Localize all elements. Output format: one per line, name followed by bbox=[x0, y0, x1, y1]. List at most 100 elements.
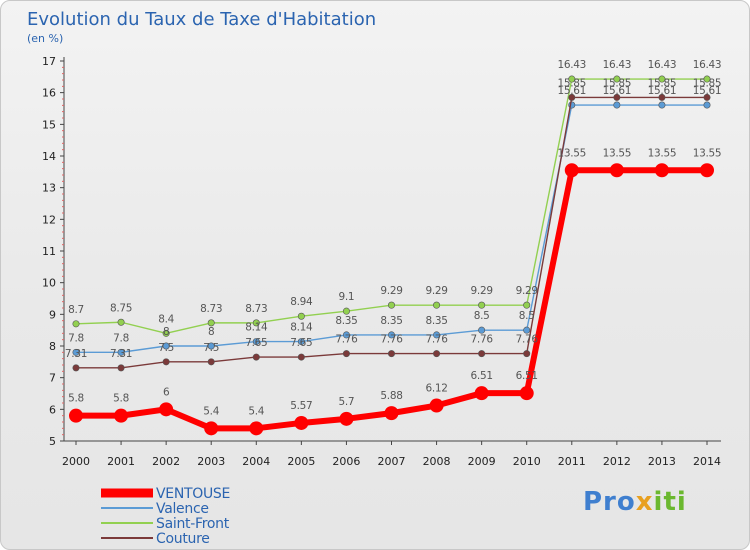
data-point bbox=[252, 353, 260, 361]
data-label: 7.31 bbox=[65, 348, 87, 360]
data-label: 15.61 bbox=[648, 85, 677, 97]
data-point bbox=[159, 402, 174, 417]
y-tick-label: 5 bbox=[49, 435, 56, 448]
data-point bbox=[433, 301, 441, 309]
data-label: 5.8 bbox=[113, 393, 129, 405]
data-label: 8.5 bbox=[474, 310, 490, 322]
x-tick-label: 2003 bbox=[197, 455, 225, 468]
data-point bbox=[613, 75, 621, 83]
x-tick-label: 2001 bbox=[107, 455, 135, 468]
data-point bbox=[564, 163, 579, 178]
data-point bbox=[207, 319, 215, 327]
data-point bbox=[69, 408, 83, 423]
data-label: 8 bbox=[208, 326, 214, 338]
data-point bbox=[387, 350, 395, 358]
data-label: 8.4 bbox=[158, 313, 174, 325]
y-tick-label: 17 bbox=[42, 55, 56, 68]
data-label: 7.8 bbox=[68, 332, 84, 344]
data-point bbox=[433, 331, 441, 339]
data-label: 8.35 bbox=[425, 315, 447, 327]
data-point bbox=[384, 406, 399, 421]
data-point bbox=[339, 411, 354, 426]
chart-title: Evolution du Taux de Taxe d'Habitation bbox=[27, 9, 376, 30]
data-point bbox=[207, 342, 215, 350]
data-point bbox=[387, 331, 395, 339]
series-layer bbox=[69, 75, 714, 436]
data-label: 9.1 bbox=[339, 291, 355, 303]
y-tick-label: 7 bbox=[49, 372, 56, 385]
x-tick-label: 2010 bbox=[513, 455, 541, 468]
data-point bbox=[703, 75, 711, 83]
data-label: 13.55 bbox=[603, 147, 632, 159]
y-tick-label: 16 bbox=[42, 87, 56, 100]
data-point bbox=[613, 101, 621, 109]
data-point bbox=[72, 348, 80, 356]
brand-part-1: Pro bbox=[583, 487, 636, 517]
series-line-couture bbox=[76, 96, 707, 369]
data-point bbox=[658, 93, 666, 101]
y-tick-label: 13 bbox=[42, 182, 56, 195]
data-point bbox=[658, 75, 666, 83]
data-label: 8.75 bbox=[110, 302, 132, 314]
data-label: 5.57 bbox=[290, 400, 312, 412]
data-label: 8.7 bbox=[68, 304, 84, 316]
data-point bbox=[342, 331, 350, 339]
data-label: 13.55 bbox=[558, 147, 587, 159]
data-label: 9.29 bbox=[516, 285, 538, 297]
data-point bbox=[387, 301, 395, 309]
data-label: 7.76 bbox=[425, 334, 448, 346]
data-label: 15.85 bbox=[558, 77, 587, 89]
data-point bbox=[523, 301, 531, 309]
data-point bbox=[474, 386, 489, 401]
x-tick-label: 2009 bbox=[468, 455, 496, 468]
data-label: 8.73 bbox=[245, 303, 267, 315]
data-label: 7.65 bbox=[245, 337, 267, 349]
brand-part-2: x bbox=[635, 487, 654, 517]
data-point bbox=[117, 364, 125, 372]
data-label: 7.8 bbox=[113, 332, 129, 344]
data-point bbox=[297, 312, 305, 320]
data-point bbox=[252, 338, 260, 346]
data-label: 15.85 bbox=[648, 77, 677, 89]
data-point bbox=[700, 163, 714, 178]
data-label: 7.5 bbox=[158, 342, 174, 354]
y-tick-label: 15 bbox=[42, 118, 56, 131]
x-tick-label: 2006 bbox=[332, 455, 360, 468]
x-tick-label: 2007 bbox=[378, 455, 406, 468]
data-point bbox=[114, 408, 129, 423]
data-label: 7.31 bbox=[110, 348, 132, 360]
data-label: 15.85 bbox=[693, 77, 722, 89]
data-point bbox=[478, 326, 486, 334]
y-tick-label: 14 bbox=[42, 150, 56, 163]
legend-label: Couture bbox=[156, 531, 210, 547]
data-label: 15.61 bbox=[603, 85, 632, 97]
data-point bbox=[519, 386, 534, 401]
data-point bbox=[117, 318, 125, 326]
data-label: 8.14 bbox=[245, 322, 268, 334]
data-point bbox=[342, 307, 350, 315]
x-tick-label: 2008 bbox=[423, 455, 451, 468]
legend-label: Valence bbox=[156, 501, 209, 517]
data-point bbox=[72, 320, 80, 328]
legend-label: Saint-Front bbox=[156, 516, 230, 532]
data-label: 6.51 bbox=[471, 370, 493, 382]
y-tick-label: 11 bbox=[42, 245, 56, 258]
data-label: 8.14 bbox=[290, 322, 313, 334]
legend-label: VENTOUSE bbox=[156, 486, 230, 502]
data-label: 7.76 bbox=[471, 334, 494, 346]
data-label: 8 bbox=[163, 326, 169, 338]
data-point bbox=[703, 101, 711, 109]
data-label: 5.4 bbox=[203, 405, 219, 417]
data-label: 8.5 bbox=[519, 310, 535, 322]
y-tick-label: 9 bbox=[49, 308, 56, 321]
y-tick-label: 8 bbox=[49, 340, 56, 353]
data-label: 7.76 bbox=[516, 334, 539, 346]
chart-subtitle: (en %) bbox=[27, 32, 63, 45]
data-point bbox=[433, 350, 441, 358]
data-point bbox=[207, 358, 215, 366]
data-label: 16.43 bbox=[558, 59, 587, 71]
y-tick-label: 6 bbox=[49, 403, 56, 416]
x-tick-label: 2005 bbox=[287, 455, 315, 468]
